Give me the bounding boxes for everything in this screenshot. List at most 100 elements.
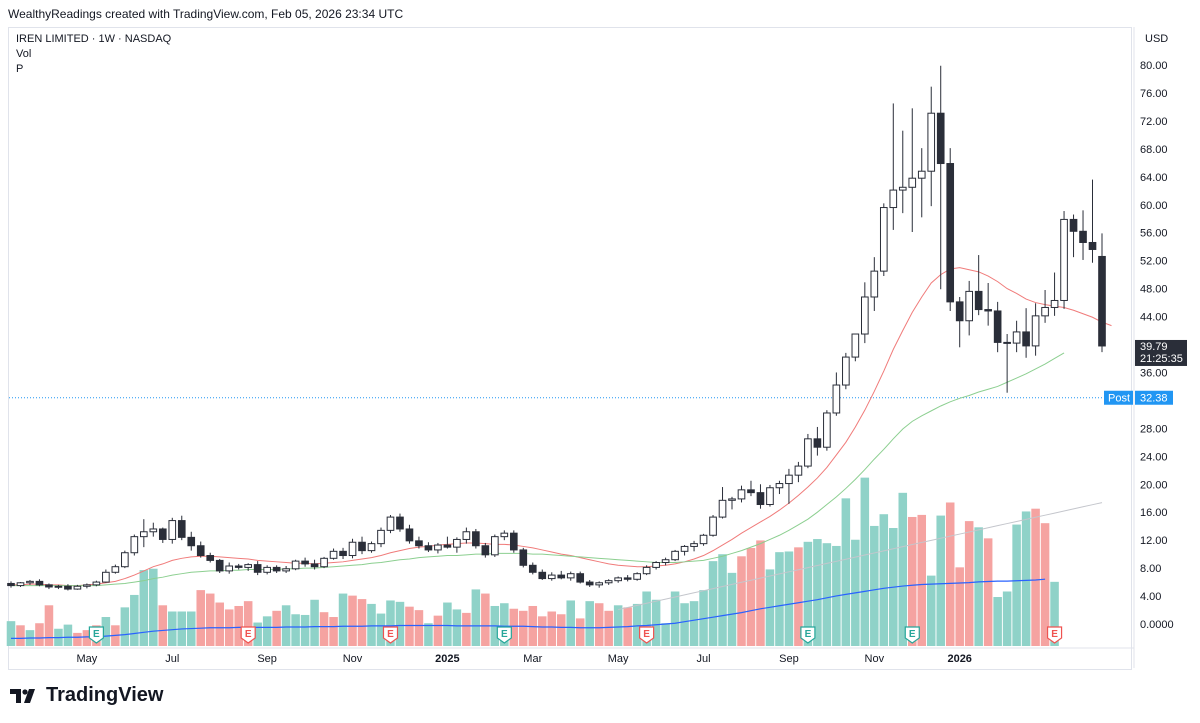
candle-body[interactable] bbox=[766, 487, 774, 506]
candle-body[interactable] bbox=[358, 541, 366, 552]
candle-body[interactable] bbox=[661, 559, 670, 564]
candlestick-chart[interactable]: E E E E E E E E USD 80.00 76.00 72.00 68.00 64.00 60.0… bbox=[0, 0, 1200, 680]
tradingview-brand[interactable]: TradingView bbox=[10, 684, 163, 707]
candle-body[interactable] bbox=[253, 564, 262, 573]
earnings-marker[interactable] bbox=[88, 626, 104, 644]
candle-body[interactable] bbox=[566, 573, 575, 579]
symbol-title[interactable]: IREN LIMITED · 1W · NASDAQ bbox=[16, 33, 172, 45]
candle-body[interactable] bbox=[215, 559, 224, 572]
candle-body[interactable] bbox=[158, 528, 167, 540]
candle-body[interactable] bbox=[73, 585, 82, 590]
candle-body[interactable] bbox=[263, 566, 271, 573]
candle-body[interactable] bbox=[785, 474, 793, 485]
candle-body[interactable] bbox=[528, 564, 537, 573]
candle-body[interactable] bbox=[481, 545, 490, 556]
candle-body[interactable] bbox=[898, 186, 907, 191]
earnings-marker[interactable] bbox=[382, 626, 399, 644]
candle-body[interactable] bbox=[301, 560, 309, 565]
post-price-badge[interactable] bbox=[1135, 390, 1173, 405]
candle-body[interactable] bbox=[728, 498, 736, 501]
candle-body[interactable] bbox=[879, 207, 888, 272]
earnings-marker[interactable] bbox=[639, 626, 655, 644]
candle-body[interactable] bbox=[699, 534, 708, 545]
candle-body[interactable] bbox=[870, 270, 879, 298]
candle-body[interactable] bbox=[680, 545, 689, 552]
candle-body[interactable] bbox=[1022, 331, 1030, 347]
candle-body[interactable] bbox=[604, 580, 613, 584]
candle-body[interactable] bbox=[386, 516, 395, 531]
candle-body[interactable] bbox=[936, 112, 945, 165]
candle-body[interactable] bbox=[623, 577, 632, 580]
candle-body[interactable] bbox=[946, 163, 955, 303]
candle-body[interactable] bbox=[377, 529, 385, 545]
candle-body[interactable] bbox=[993, 310, 1002, 343]
candle-body[interactable] bbox=[329, 550, 338, 559]
candle-body[interactable] bbox=[1012, 331, 1021, 344]
candle-body[interactable] bbox=[823, 412, 831, 448]
candle-body[interactable] bbox=[974, 290, 983, 311]
candle-body[interactable] bbox=[102, 571, 110, 583]
candle-body[interactable] bbox=[832, 384, 841, 414]
candle-body[interactable] bbox=[415, 540, 423, 547]
candle-body[interactable] bbox=[424, 545, 433, 551]
candle-body[interactable] bbox=[139, 531, 148, 538]
candle-body[interactable] bbox=[234, 565, 243, 568]
candle-body[interactable] bbox=[861, 296, 869, 335]
candle-body[interactable] bbox=[472, 531, 480, 547]
candle-body[interactable] bbox=[804, 438, 812, 467]
candle-body[interactable] bbox=[491, 536, 499, 556]
earnings-marker[interactable] bbox=[496, 626, 512, 644]
candle-body[interactable] bbox=[737, 489, 746, 500]
post-label-badge[interactable] bbox=[1104, 390, 1133, 405]
candle-body[interactable] bbox=[775, 483, 784, 489]
candle-body[interactable] bbox=[7, 582, 15, 587]
earnings-marker[interactable] bbox=[904, 626, 920, 644]
candle-body[interactable] bbox=[1041, 306, 1049, 317]
candle-body[interactable] bbox=[111, 566, 120, 573]
earnings-marker[interactable] bbox=[240, 626, 256, 644]
candle-body[interactable] bbox=[547, 574, 556, 580]
candle-body[interactable] bbox=[16, 582, 25, 587]
candle-body[interactable] bbox=[339, 550, 347, 557]
earnings-marker[interactable] bbox=[800, 626, 816, 644]
p-indicator-label[interactable]: P bbox=[16, 63, 24, 75]
candle-body[interactable] bbox=[585, 581, 594, 586]
candle-body[interactable] bbox=[168, 520, 177, 540]
candle-body[interactable] bbox=[965, 290, 974, 322]
candle-body[interactable] bbox=[26, 580, 34, 584]
candle-body[interactable] bbox=[1088, 241, 1097, 250]
candle-body[interactable] bbox=[908, 177, 917, 188]
candle-body[interactable] bbox=[927, 112, 936, 172]
candle-body[interactable] bbox=[64, 585, 72, 590]
candle-body[interactable] bbox=[1003, 341, 1011, 344]
candle-body[interactable] bbox=[1069, 218, 1078, 232]
candle-body[interactable] bbox=[794, 465, 803, 476]
candle-body[interactable] bbox=[92, 581, 101, 586]
candle-body[interactable] bbox=[196, 545, 205, 557]
candle-body[interactable] bbox=[45, 584, 53, 588]
candle-body[interactable] bbox=[282, 568, 290, 572]
candle-body[interactable] bbox=[54, 585, 63, 588]
candle-body[interactable] bbox=[917, 170, 926, 179]
candle-body[interactable] bbox=[690, 543, 698, 547]
candle-body[interactable] bbox=[396, 516, 404, 530]
candle-body[interactable] bbox=[842, 356, 850, 386]
volume-indicator-label[interactable]: Vol bbox=[16, 48, 32, 60]
candle-body[interactable] bbox=[1060, 218, 1068, 301]
candle-body[interactable] bbox=[35, 580, 44, 586]
currency-label[interactable]: USD bbox=[1145, 33, 1168, 45]
candle-body[interactable] bbox=[443, 544, 452, 548]
candle-body[interactable] bbox=[1050, 299, 1059, 308]
candle-body[interactable] bbox=[367, 543, 376, 552]
candle-body[interactable] bbox=[747, 489, 755, 494]
candle-body[interactable] bbox=[889, 189, 898, 209]
candle-body[interactable] bbox=[614, 577, 622, 582]
candle-body[interactable] bbox=[310, 563, 319, 568]
candle-body[interactable] bbox=[348, 541, 357, 557]
candle-body[interactable] bbox=[500, 532, 509, 538]
candle-body[interactable] bbox=[244, 564, 252, 568]
candle-body[interactable] bbox=[984, 309, 992, 312]
candle-body[interactable] bbox=[519, 549, 528, 566]
candle-body[interactable] bbox=[177, 520, 186, 538]
candle-body[interactable] bbox=[557, 574, 566, 579]
